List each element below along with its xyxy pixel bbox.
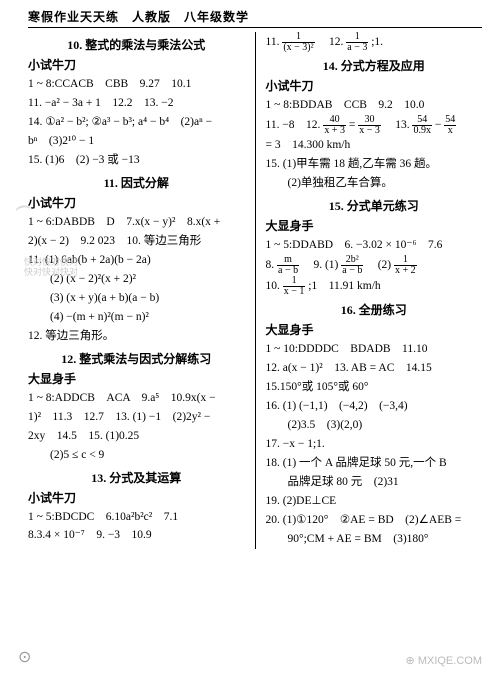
answer-line: 11. −a² − 3a + 1 12.2 13. −2 — [28, 94, 245, 113]
answer-line: 12. a(x − 1)² 13. AB = AC 14.15 — [266, 359, 483, 378]
answer-line: 18. (1) 一个 A 品牌足球 50 元,一个 B — [266, 454, 483, 473]
answer-line: (3) (x + y)(a + b)(a − b) — [28, 289, 245, 308]
denominator: x − 1 — [283, 287, 306, 297]
answer-line: 12. 等边三角形。 — [28, 327, 245, 346]
left-column: 10. 整式的乘法与乘法公式 小试牛刀 1 ~ 8:CCACB CBB 9.27… — [28, 32, 245, 549]
fraction: 30x − 3 — [358, 115, 381, 136]
text: (2) — [366, 259, 391, 271]
answer-line: 16. (1) (−1,1) (−4,2) (−3,4) — [266, 397, 483, 416]
right-column: 11. 1(x − 3)² 12. 1a − 3 ;1. 14. 分式方程及应用… — [266, 32, 483, 549]
answer-line: (2)3.5 (3)(2,0) — [266, 416, 483, 435]
answer-line: = 3 14.300 km/h — [266, 136, 483, 155]
text: 10. — [266, 280, 280, 292]
fraction: 1(x − 3)² — [282, 32, 314, 53]
answer-line: 品牌足球 80 元 (2)31 — [266, 473, 483, 492]
subtitle-daxian: 大显身手 — [28, 370, 245, 387]
text: 12. — [318, 36, 344, 48]
answer-line: 20. (1)①120° ②AE = BD (2)∠AEB = — [266, 511, 483, 530]
answer-line: 15. (1)6 (2) −3 或 −13 — [28, 151, 245, 170]
fraction: 2b²a − b — [341, 255, 363, 276]
answer-line: 1 ~ 5:DDABD 6. −3.02 × 10⁻⁶ 7.6 — [266, 236, 483, 255]
answer-line: 90°;CM + AE = BM (3)180° — [266, 530, 483, 549]
answer-line: 11. (1) 6ab(b + 2a)(b − 2a) — [28, 251, 245, 270]
answer-line: 14. ①a² − b²; ②a³ − b³; a⁴ − b⁴ (2)aⁿ − — [28, 113, 245, 132]
answer-line: 1 ~ 8:BDDAB CCB 9.2 10.0 — [266, 96, 483, 115]
answer-line: 1 ~ 8:ADDCB ACA 9.a⁵ 10.9x(x − — [28, 389, 245, 408]
section-13-title: 13. 分式及其运算 — [28, 469, 245, 486]
answer-line: 15. (1)甲车需 18 趟,乙车需 36 趟。 — [266, 155, 483, 174]
section-14-title: 14. 分式方程及应用 — [266, 57, 483, 74]
subtitle-daxian: 大显身手 — [266, 321, 483, 338]
answer-line: 11. 1(x − 3)² 12. 1a − 3 ;1. — [266, 32, 483, 53]
denominator: x + 2 — [394, 266, 417, 276]
answer-line: 17. −x − 1;1. — [266, 435, 483, 454]
denominator: x − 3 — [358, 126, 381, 136]
answer-line: (4) −(m + n)²(m − n)² — [28, 308, 245, 327]
answer-line: (2)5 ≤ c < 9 — [28, 446, 245, 465]
text: − — [435, 119, 444, 131]
bottom-circle-icon: ⊙ — [18, 647, 31, 667]
answer-line: (2) (x − 2)²(x + 2)² — [28, 270, 245, 289]
answer-line: 2xy 14.5 15. (1)0.25 — [28, 427, 245, 446]
denominator: x + 3 — [323, 126, 346, 136]
fraction: 40x + 3 — [323, 115, 346, 136]
denominator: a − 3 — [346, 43, 368, 53]
denominator: x — [444, 126, 456, 136]
answer-line: 1 ~ 5:BDCDC 6.10a²b²c² 7.1 — [28, 508, 245, 527]
fraction: 1a − 3 — [346, 32, 368, 53]
section-11-title: 11. 因式分解 — [28, 174, 245, 191]
answer-line: 2)(x − 2) 9.2 023 10. 等边三角形 — [28, 232, 245, 251]
answer-line: 19. (2)DE⊥CE — [266, 492, 483, 511]
subtitle-xiaoshi: 小试牛刀 — [28, 194, 245, 211]
text: = — [349, 119, 358, 131]
subtitle-xiaoshi: 小试牛刀 — [28, 489, 245, 506]
watermark-logo: ⊕ MXIQE.COM — [406, 654, 482, 667]
column-divider — [255, 32, 256, 549]
denominator: 0.9x — [412, 126, 432, 136]
denominator: (x − 3)² — [282, 43, 314, 53]
fraction: 540.9x — [412, 115, 432, 136]
section-16-title: 16. 全册练习 — [266, 301, 483, 318]
page: ⌢ 快对快对快对 快对快对快对 寒假作业天天练 人教版 八年级数学 10. 整式… — [0, 0, 500, 673]
text: 11. — [266, 36, 280, 48]
fraction: ma − b — [277, 255, 299, 276]
subtitle-daxian: 大显身手 — [266, 217, 483, 234]
answer-line: 1)² 11.3 12.7 13. (1) −1 (2)2y² − — [28, 408, 245, 427]
fraction: 1x + 2 — [394, 255, 417, 276]
answer-line: 1 ~ 6:DABDB D 7.x(x − y)² 8.x(x + — [28, 213, 245, 232]
subtitle-xiaoshi: 小试牛刀 — [266, 77, 483, 94]
content-columns: 10. 整式的乘法与乘法公式 小试牛刀 1 ~ 8:CCACB CBB 9.27… — [28, 32, 482, 549]
subtitle-xiaoshi: 小试牛刀 — [28, 56, 245, 73]
denominator: a − b — [277, 266, 299, 276]
denominator: a − b — [341, 266, 363, 276]
text: 11. −8 12. — [266, 119, 321, 131]
text: 8. — [266, 259, 275, 271]
answer-line: 1 ~ 8:CCACB CBB 9.27 10.1 — [28, 75, 245, 94]
text: 13. — [384, 119, 410, 131]
answer-line: bⁿ (3)2¹⁰ − 1 — [28, 132, 245, 151]
answer-line: (2)单独租乙车合算。 — [266, 174, 483, 193]
fraction: 54x — [444, 115, 456, 136]
answer-line: 8. ma − b 9. (1) 2b²a − b (2) 1x + 2 — [266, 255, 483, 276]
section-12-title: 12. 整式乘法与因式分解练习 — [28, 350, 245, 367]
text: ;1. — [371, 36, 383, 48]
page-header: 寒假作业天天练 人教版 八年级数学 — [28, 8, 482, 28]
text: ;1 11.91 km/h — [308, 280, 380, 292]
answer-line: 11. −8 12. 40x + 3 = 30x − 3 13. 540.9x … — [266, 115, 483, 136]
text: 9. (1) — [302, 259, 338, 271]
answer-line: 10. 1x − 1 ;1 11.91 km/h — [266, 276, 483, 297]
section-10-title: 10. 整式的乘法与乘法公式 — [28, 36, 245, 53]
answer-line: 15.150°或 105°或 60° — [266, 378, 483, 397]
fraction: 1x − 1 — [283, 276, 306, 297]
answer-line: 1 ~ 10:DDDDC BDADB 11.10 — [266, 340, 483, 359]
section-15-title: 15. 分式单元练习 — [266, 197, 483, 214]
answer-line: 8.3.4 × 10⁻⁷ 9. −3 10.9 — [28, 526, 245, 545]
